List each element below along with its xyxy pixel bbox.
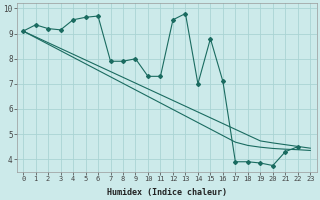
X-axis label: Humidex (Indice chaleur): Humidex (Indice chaleur) (107, 188, 227, 197)
